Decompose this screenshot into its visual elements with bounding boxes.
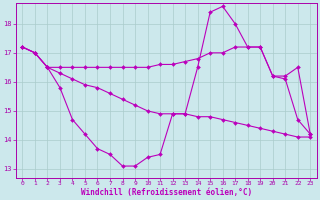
X-axis label: Windchill (Refroidissement éolien,°C): Windchill (Refroidissement éolien,°C)	[81, 188, 252, 197]
